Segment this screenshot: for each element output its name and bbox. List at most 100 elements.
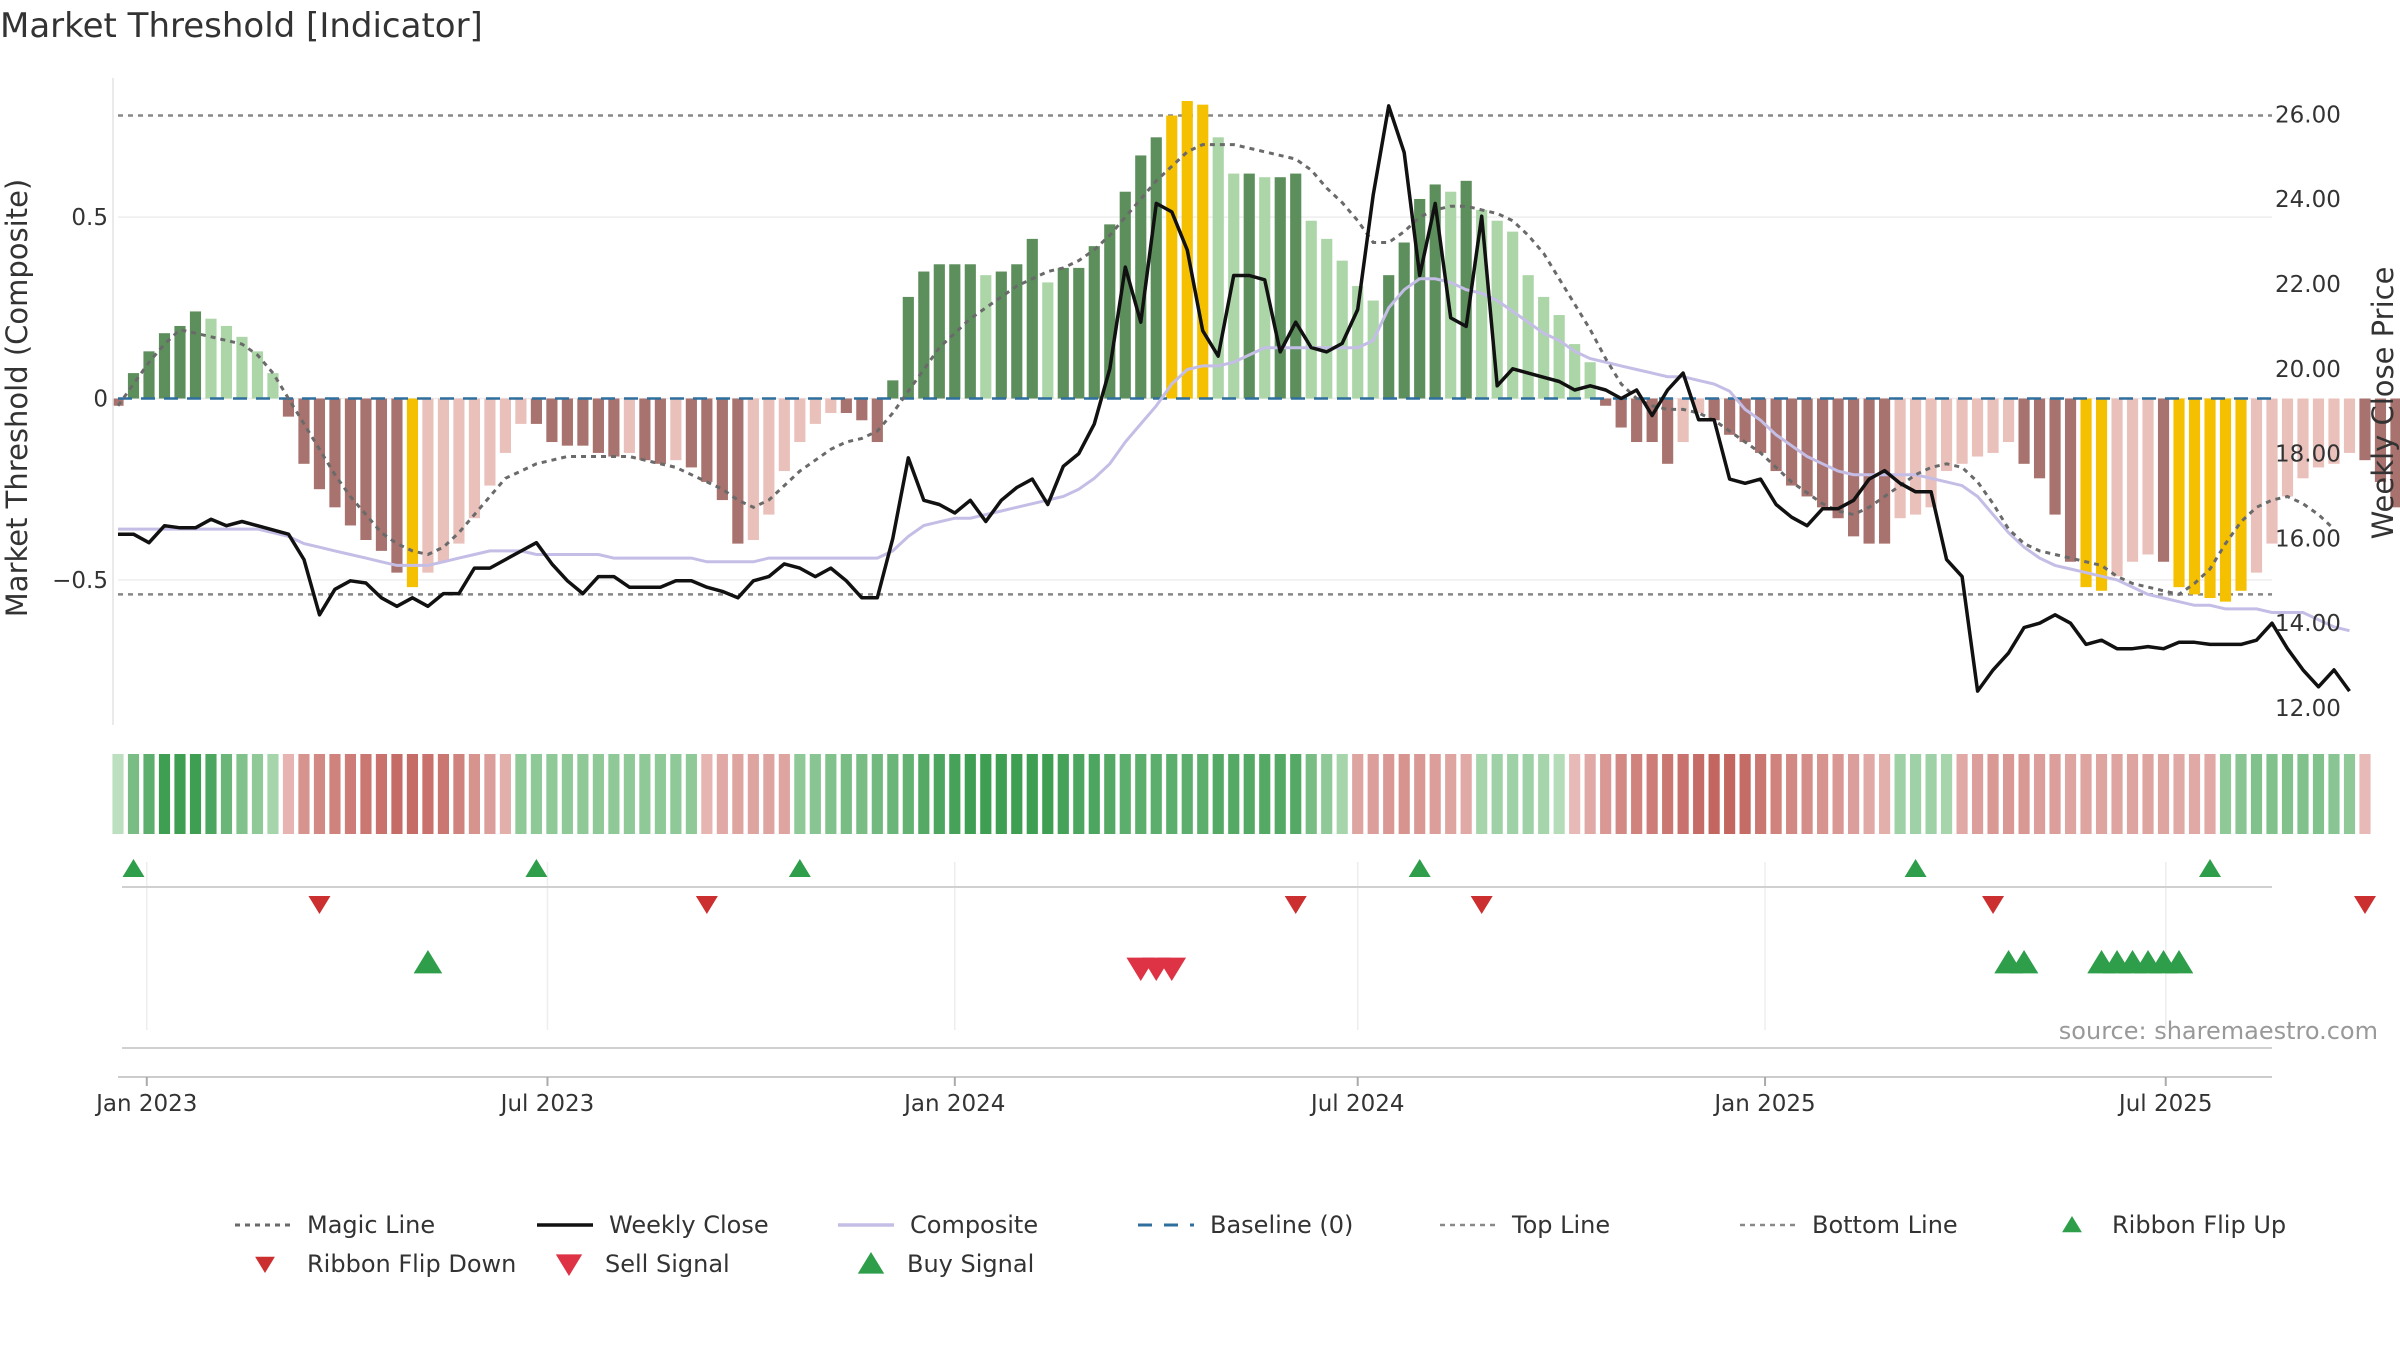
composite-bar (158, 333, 171, 399)
ribbon-cell (1445, 754, 1457, 834)
ribbon-cell (1026, 754, 1038, 834)
composite-bar (949, 264, 961, 399)
composite-bar (2049, 398, 2061, 515)
ribbon-cell (2126, 754, 2139, 834)
composite-bar (809, 398, 821, 424)
composite-bar (716, 398, 728, 501)
composite-bar (2080, 398, 2092, 588)
composite-bar (1956, 398, 1968, 464)
ribbon-cell (933, 754, 945, 834)
ribbon-flip-up-marker (788, 859, 811, 877)
ribbon-cell (995, 754, 1007, 834)
composite-bar (267, 373, 279, 399)
ribbon-cell (1801, 754, 1813, 834)
ribbon-flip-down-marker (308, 896, 331, 914)
ribbon-cell (1677, 754, 1689, 834)
composite-bar (1987, 398, 1999, 453)
composite-bar (2064, 398, 2077, 562)
ribbon-cell (1088, 754, 1100, 834)
ribbon-cell (1693, 754, 1705, 834)
ribbon-cell (794, 754, 806, 834)
y-right-tick-label: 14.00 (2275, 611, 2341, 637)
ribbon-cell (623, 754, 635, 834)
ribbon-flip-up-marker (1408, 859, 1431, 877)
y-right-tick-label: 22.00 (2275, 272, 2341, 298)
composite-bar (546, 398, 558, 443)
composite-bar (1088, 246, 1100, 399)
buy-signal-marker (413, 950, 443, 974)
y-right-tick-label: 24.00 (2275, 187, 2341, 213)
series-lines (116, 104, 2351, 693)
ribbon-cell (344, 754, 357, 834)
composite-bar (453, 398, 465, 544)
ribbon-cell (1290, 754, 1302, 834)
composite-bar (1305, 220, 1317, 399)
composite-bar (856, 398, 868, 421)
composite-bar (1553, 315, 1565, 399)
axes: −0.5 0 0.5 12.00 14.00 16.00 18.00 20.00 22.00 24… (0, 78, 2400, 725)
ribbon-cell (1894, 754, 1906, 834)
ribbon-cell (2281, 754, 2294, 834)
ribbon-cell (2188, 754, 2201, 834)
composite-bar (2002, 398, 2015, 443)
composite-bar (1057, 267, 1069, 399)
y-left-tick-label: 0.5 (71, 205, 108, 231)
composite-bar (437, 398, 450, 562)
magic-line (116, 143, 2336, 597)
ribbon-cell (918, 754, 930, 834)
ribbon-cell (1879, 754, 1891, 834)
composite-bar (391, 398, 403, 573)
legend-label: Weekly Close (609, 1211, 769, 1239)
composite-bar (1042, 282, 1054, 399)
ribbon-flip-up-marker (2199, 859, 2222, 877)
ribbon-cell (329, 754, 341, 834)
y-right-tick-label: 16.00 (2275, 526, 2341, 552)
ribbon-cell (220, 754, 233, 834)
composite-bar (143, 351, 155, 399)
ribbon-cell (964, 754, 976, 834)
composite-bar (1228, 173, 1240, 399)
ribbon-cell (2157, 754, 2170, 834)
composite-bar (918, 271, 930, 399)
ribbon-cell (1553, 754, 1565, 834)
ribbon-cell (1940, 754, 1953, 834)
ribbon-cell (716, 754, 728, 834)
ribbon-cell (313, 754, 326, 834)
ribbon-cell (2297, 754, 2309, 834)
ribbon-cell (1305, 754, 1317, 834)
composite-bar (375, 398, 388, 551)
x-tick-label: Jul 2025 (2117, 1091, 2213, 1117)
composite-bar (422, 398, 434, 573)
composite-bar (902, 296, 914, 399)
composite-bar (2111, 398, 2123, 577)
composite-bar (484, 398, 496, 486)
ribbon-cell (1383, 754, 1395, 834)
composite-bar (561, 398, 573, 446)
ribbon-cell (778, 754, 790, 834)
ribbon-cell (1770, 754, 1782, 834)
ribbon-cell (1987, 754, 1999, 834)
ribbon-cell (1181, 754, 1193, 834)
ribbon-cell (701, 754, 713, 834)
ribbon-cell (577, 754, 589, 834)
composite-bar (344, 398, 357, 526)
ribbon-cell (484, 754, 496, 834)
ribbon-cell (949, 754, 961, 834)
x-axis: Jan 2023 Jul 2023 Jan 2024 Jul 2024 Jan 2025… (94, 1076, 2272, 1117)
composite-bar (174, 325, 186, 399)
composite-bar (220, 325, 233, 399)
ribbon-cell (1956, 754, 1968, 834)
composite-bar (995, 271, 1007, 399)
x-tick-label: Jul 2024 (1309, 1091, 1405, 1117)
composite-bar (1538, 296, 1550, 399)
composite-bar (1414, 198, 1426, 399)
legend-swatch (255, 1256, 275, 1273)
ribbon-cell (499, 754, 511, 834)
composite-bar (1925, 398, 1937, 508)
composite-bar (530, 398, 542, 424)
composite-bar (1646, 398, 1658, 443)
ribbon-cell (639, 754, 651, 834)
ribbon-cell (825, 754, 837, 834)
composite-bar (2250, 398, 2263, 573)
composite-bar (1321, 238, 1333, 399)
